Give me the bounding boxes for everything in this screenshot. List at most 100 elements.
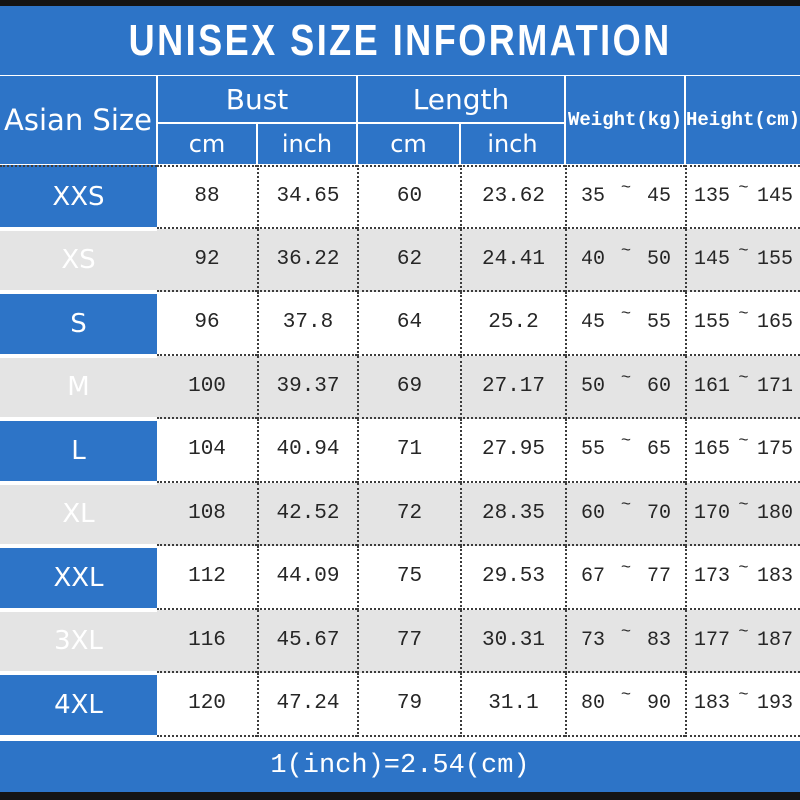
height-max: 175 [756, 438, 793, 462]
weight-range-cell: 35 ~ 45 [565, 165, 685, 229]
weight-range-cell: 67 ~ 77 [565, 546, 685, 610]
size-cell: M [0, 355, 157, 419]
size-row: XXS 88 34.65 60 23.62 35 ~ 45 135 ~ 145 [0, 165, 800, 229]
tilde-separator: ~ [620, 179, 632, 199]
weight-min: 40 [581, 247, 606, 271]
weight-range-cell: 60 ~ 70 [565, 482, 685, 546]
tilde-separator: ~ [738, 686, 749, 706]
length-cm-cell: 72 [357, 482, 460, 546]
bust-inch-cell: 37.8 [257, 292, 357, 356]
weight-range-cell: 40 ~ 50 [565, 228, 685, 292]
bust-inch-cell: 34.65 [257, 165, 357, 229]
size-row: S 96 37.8 64 25.2 45 ~ 55 155 ~ 165 [0, 292, 800, 356]
weight-min: 80 [581, 692, 606, 716]
weight-min: 73 [581, 628, 606, 652]
length-cm-cell: 60 [357, 165, 460, 229]
tilde-separator: ~ [620, 241, 632, 261]
height-header: Height(cm) [685, 75, 800, 165]
weight-header: Weight(kg) [565, 75, 685, 165]
length-cm-subheader: cm [357, 123, 460, 165]
weight-min: 67 [581, 565, 606, 589]
height-range-cell: 173 ~ 183 [685, 546, 800, 610]
weight-max: 65 [646, 438, 671, 462]
height-max: 171 [756, 374, 793, 398]
tilde-separator: ~ [738, 495, 749, 515]
length-inch-cell: 31.1 [460, 673, 565, 737]
bust-cm-cell: 100 [157, 355, 257, 419]
size-cell: S [0, 292, 157, 356]
conversion-note: 1(inch)=2.54(cm) [270, 751, 530, 781]
tilde-separator: ~ [738, 241, 749, 261]
height-max: 183 [756, 565, 793, 589]
tilde-separator: ~ [738, 305, 749, 325]
height-range-cell: 177 ~ 187 [685, 609, 800, 673]
size-cell: XXS [0, 165, 157, 229]
height-max: 187 [756, 628, 793, 652]
bust-cm-cell: 120 [157, 673, 257, 737]
bust-inch-cell: 44.09 [257, 546, 357, 610]
size-cell: XL [0, 482, 157, 546]
tilde-separator: ~ [738, 368, 749, 388]
bust-inch-cell: 47.24 [257, 673, 357, 737]
size-row: 4XL 120 47.24 79 31.1 80 ~ 90 183 ~ 193 [0, 673, 800, 737]
weight-max: 60 [646, 374, 671, 398]
size-cell: XXL [0, 546, 157, 610]
size-row: XXL 112 44.09 75 29.53 67 ~ 77 173 ~ 183 [0, 546, 800, 610]
tilde-separator: ~ [738, 622, 749, 642]
footer-divider [0, 736, 800, 741]
title-bar: UNISEX SIZE INFORMATION [0, 6, 800, 75]
size-row: XL 108 42.52 72 28.35 60 ~ 70 170 ~ 180 [0, 482, 800, 546]
length-group-header: Length [357, 75, 565, 123]
length-inch-cell: 25.2 [460, 292, 565, 356]
height-max: 180 [756, 501, 793, 525]
height-range-cell: 155 ~ 165 [685, 292, 800, 356]
height-max: 193 [756, 692, 793, 716]
weight-max: 45 [646, 185, 671, 209]
size-cell: L [0, 419, 157, 483]
weight-range-cell: 73 ~ 83 [565, 609, 685, 673]
height-min: 183 [694, 692, 731, 716]
tilde-separator: ~ [620, 622, 632, 642]
height-min: 165 [694, 438, 731, 462]
footer-bar: 1(inch)=2.54(cm) [0, 740, 800, 792]
bust-inch-subheader: inch [257, 123, 357, 165]
length-inch-cell: 27.95 [460, 419, 565, 483]
weight-min: 35 [581, 185, 606, 209]
length-inch-subheader: inch [460, 123, 565, 165]
height-max: 145 [756, 185, 793, 209]
table-body: XXS 88 34.65 60 23.62 35 ~ 45 135 ~ 145 … [0, 165, 800, 737]
bust-cm-cell: 112 [157, 546, 257, 610]
length-inch-cell: 23.62 [460, 165, 565, 229]
height-min: 161 [694, 374, 731, 398]
length-cm-cell: 79 [357, 673, 460, 737]
bust-cm-cell: 104 [157, 419, 257, 483]
height-range-cell: 145 ~ 155 [685, 228, 800, 292]
height-min: 145 [694, 247, 731, 271]
length-cm-cell: 69 [357, 355, 460, 419]
top-edge-bar [0, 0, 800, 6]
weight-min: 50 [581, 374, 606, 398]
height-range-cell: 170 ~ 180 [685, 482, 800, 546]
size-row: 3XL 116 45.67 77 30.31 73 ~ 83 177 ~ 187 [0, 609, 800, 673]
page-title: UNISEX SIZE INFORMATION [128, 15, 672, 65]
length-inch-cell: 29.53 [460, 546, 565, 610]
tilde-separator: ~ [620, 686, 632, 706]
bust-cm-cell: 96 [157, 292, 257, 356]
height-max: 165 [756, 311, 793, 335]
tilde-separator: ~ [620, 368, 632, 388]
tilde-separator: ~ [620, 432, 632, 452]
length-cm-cell: 71 [357, 419, 460, 483]
height-range-cell: 183 ~ 193 [685, 673, 800, 737]
tilde-separator: ~ [620, 559, 632, 579]
tilde-separator: ~ [738, 559, 749, 579]
weight-range-cell: 55 ~ 65 [565, 419, 685, 483]
height-max: 155 [756, 247, 793, 271]
weight-max: 90 [646, 692, 671, 716]
bust-cm-cell: 108 [157, 482, 257, 546]
height-range-cell: 165 ~ 175 [685, 419, 800, 483]
tilde-separator: ~ [620, 305, 632, 325]
bust-inch-cell: 36.22 [257, 228, 357, 292]
weight-range-cell: 50 ~ 60 [565, 355, 685, 419]
weight-max: 55 [646, 311, 671, 335]
height-min: 173 [694, 565, 731, 589]
